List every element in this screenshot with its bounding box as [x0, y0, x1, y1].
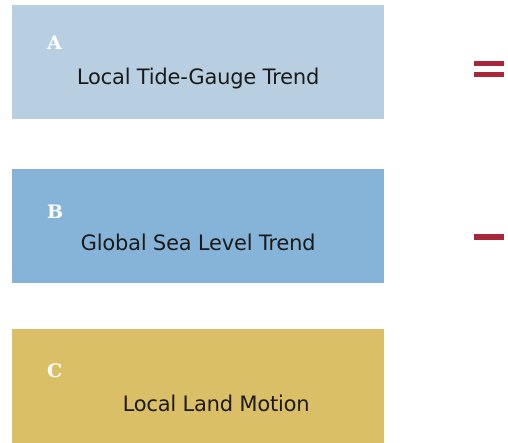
box-label-global-sea-level-trend: Global Sea Level Trend [80, 231, 316, 255]
box-letter-b: B [47, 201, 64, 223]
box-letter-c: C [47, 360, 63, 382]
minus-sign-icon [474, 234, 504, 240]
box-label-local-land-motion: Local Land Motion [122, 392, 310, 416]
box-letter-a: A [47, 32, 62, 54]
equals-sign-bottom-bar [474, 72, 504, 77]
equals-sign-top-bar [474, 61, 504, 66]
box-global-sea-level-trend: B Global Sea Level Trend [12, 169, 384, 283]
box-local-land-motion: C Local Land Motion [12, 329, 384, 443]
box-local-tide-gauge-trend: A Local Tide-Gauge Trend [12, 5, 384, 119]
box-label-local-tide-gauge-trend: Local Tide-Gauge Trend [76, 65, 320, 89]
